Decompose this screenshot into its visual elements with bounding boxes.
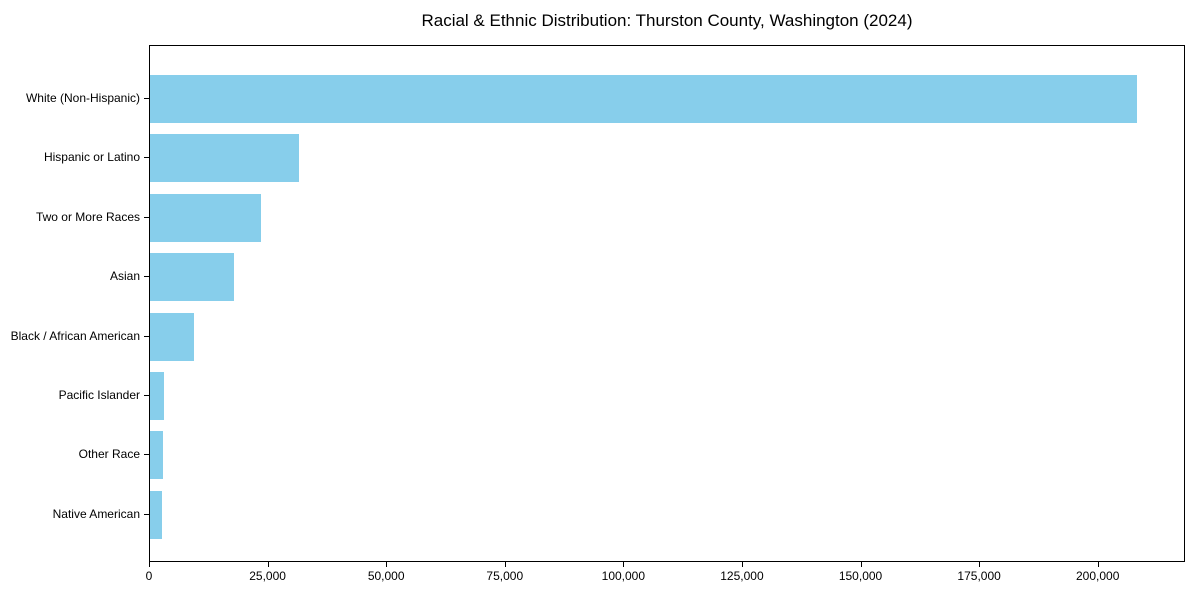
x-axis-tick xyxy=(149,562,150,567)
x-tick-label: 150,000 xyxy=(838,569,883,583)
x-axis-tick xyxy=(386,562,388,567)
y-axis-tick xyxy=(144,98,149,99)
y-tick-label: Native American xyxy=(52,506,140,521)
y-axis-tick xyxy=(144,454,149,456)
x-axis-tick xyxy=(623,562,625,567)
x-tick-label: 100,000 xyxy=(601,569,646,583)
y-axis-tick xyxy=(144,513,149,515)
bar xyxy=(150,372,165,420)
x-tick-label: 200,000 xyxy=(1076,569,1120,583)
y-tick-label: Hispanic or Latino xyxy=(43,150,140,165)
y-axis-tick xyxy=(144,276,149,278)
y-axis-tick xyxy=(144,335,149,337)
x-tick-label: 75,000 xyxy=(486,569,524,583)
y-tick-label: Pacific Islander xyxy=(58,388,140,402)
y-tick-label: White (Non-Hispanic) xyxy=(25,91,140,105)
bar xyxy=(150,193,262,242)
plot-area xyxy=(149,45,1185,562)
bar xyxy=(150,134,299,183)
chart-title: Racial & Ethnic Distribution: Thurston C… xyxy=(421,11,913,30)
y-tick-label: Other Race xyxy=(78,447,140,462)
x-tick-label: 25,000 xyxy=(249,569,286,583)
x-tick-label: 125,000 xyxy=(720,569,764,583)
bar xyxy=(150,253,235,302)
x-tick-label: 0 xyxy=(145,569,153,583)
bar xyxy=(150,75,1137,123)
y-axis-tick xyxy=(144,395,149,396)
y-axis-tick xyxy=(144,157,149,159)
y-tick-label: Asian xyxy=(109,269,140,284)
bar xyxy=(150,490,163,539)
y-tick-label: Black / African American xyxy=(10,328,140,343)
x-axis-tick xyxy=(741,562,743,567)
x-axis-tick xyxy=(860,562,862,567)
x-tick-label: 175,000 xyxy=(957,569,1001,583)
x-axis-tick xyxy=(979,562,981,567)
bar xyxy=(150,312,195,361)
x-axis-tick xyxy=(1097,562,1099,567)
x-axis-tick xyxy=(267,562,269,567)
y-axis-tick xyxy=(144,216,149,218)
x-tick-label: 50,000 xyxy=(367,569,405,583)
y-tick-label: Two or More Races xyxy=(35,209,140,224)
x-axis-tick xyxy=(504,562,506,567)
bar xyxy=(150,431,164,480)
